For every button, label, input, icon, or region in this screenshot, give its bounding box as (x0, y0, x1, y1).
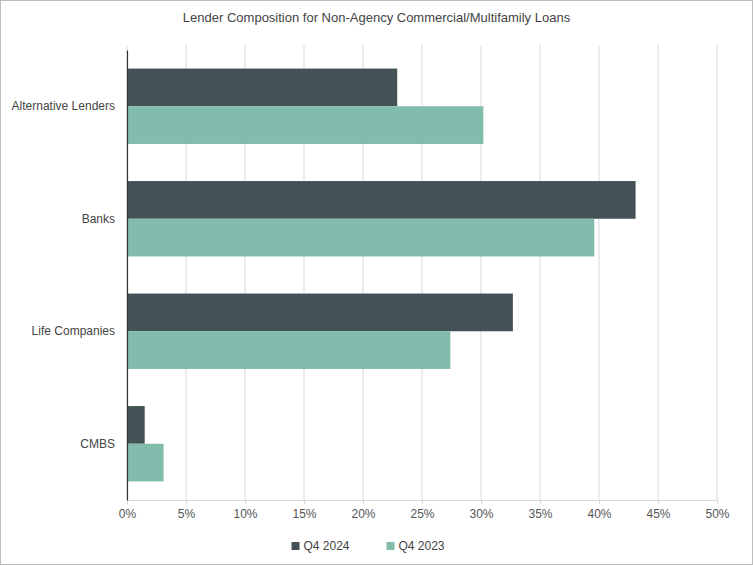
y-tick: CMBS (80, 437, 127, 451)
plot: 0% 5% 10% 15% 20% 25% 30% 35% 40% 45% 50% Alternati… (12, 45, 730, 521)
x-tick-mark (304, 500, 305, 504)
grid-line (658, 45, 659, 500)
x-tick-mark (599, 500, 600, 504)
x-tick: 45% (646, 500, 670, 521)
x-tick-label: 35% (528, 507, 552, 521)
x-tick: 30% (469, 500, 493, 521)
x-tick-mark (481, 500, 482, 504)
x-tick-label: 45% (646, 507, 670, 521)
grid (127, 45, 717, 500)
grid-line (540, 45, 541, 500)
x-axis-line (128, 501, 718, 505)
grid-line (127, 45, 128, 500)
bar (127, 406, 145, 444)
x-tick: 35% (528, 500, 552, 521)
y-axis: Alternative Lenders Banks Life Companies CM… (12, 51, 128, 501)
bar (127, 181, 636, 219)
x-tick-mark (127, 500, 128, 504)
x-tick-mark (540, 500, 541, 504)
bar (127, 444, 164, 482)
legend-label: Q4 2023 (399, 539, 445, 553)
x-tick-label: 40% (587, 507, 611, 521)
x-tick: 15% (292, 500, 316, 521)
bar (127, 331, 450, 369)
frame (1, 1, 753, 565)
chart: Lender Composition for Non-Agency Commer… (0, 0, 753, 565)
legend-label: Q4 2024 (304, 539, 350, 553)
x-tick-mark (717, 500, 718, 504)
x-tick: 50% (705, 500, 729, 521)
y-tick-label: Life Companies (32, 324, 115, 338)
x-tick-mark (422, 500, 423, 504)
bar (127, 219, 594, 257)
y-tick: Life Companies (32, 324, 127, 338)
x-tick: 10% (233, 500, 257, 521)
y-tick: Banks (82, 212, 127, 226)
x-tick: 20% (351, 500, 375, 521)
grid-line (599, 45, 600, 500)
bar (127, 294, 513, 332)
x-tick-label: 20% (351, 507, 375, 521)
x-tick: 0% (119, 500, 137, 521)
x-tick-mark (658, 500, 659, 504)
y-tick-label: Alternative Lenders (12, 99, 115, 113)
y-tick-label: Banks (82, 212, 115, 226)
bar (127, 106, 483, 144)
x-tick-mark (245, 500, 246, 504)
x-tick-label: 0% (119, 507, 137, 521)
bar (127, 69, 397, 107)
legend-swatch (387, 542, 395, 550)
x-tick: 25% (410, 500, 434, 521)
x-tick-label: 5% (178, 507, 196, 521)
title: Lender Composition for Non-Agency Commer… (183, 10, 571, 25)
y-tick-label: CMBS (80, 437, 115, 451)
legend-swatch (292, 542, 300, 550)
y-axis-line (127, 51, 128, 501)
bars (127, 69, 636, 482)
x-tick-mark (186, 500, 187, 504)
x-tick: 40% (587, 500, 611, 521)
x-axis: 0% 5% 10% 15% 20% 25% 30% 35% 40% 45% 50% (119, 500, 730, 521)
y-tick: Alternative Lenders (12, 99, 127, 113)
x-tick-label: 25% (410, 507, 434, 521)
legend: Q4 2024 Q4 2023 (292, 539, 445, 553)
x-tick-mark (363, 500, 364, 504)
grid-line (717, 45, 718, 500)
x-tick: 5% (178, 500, 196, 521)
x-tick-label: 15% (292, 507, 316, 521)
x-tick-label: 50% (705, 507, 729, 521)
x-tick-label: 30% (469, 507, 493, 521)
x-tick-label: 10% (233, 507, 257, 521)
